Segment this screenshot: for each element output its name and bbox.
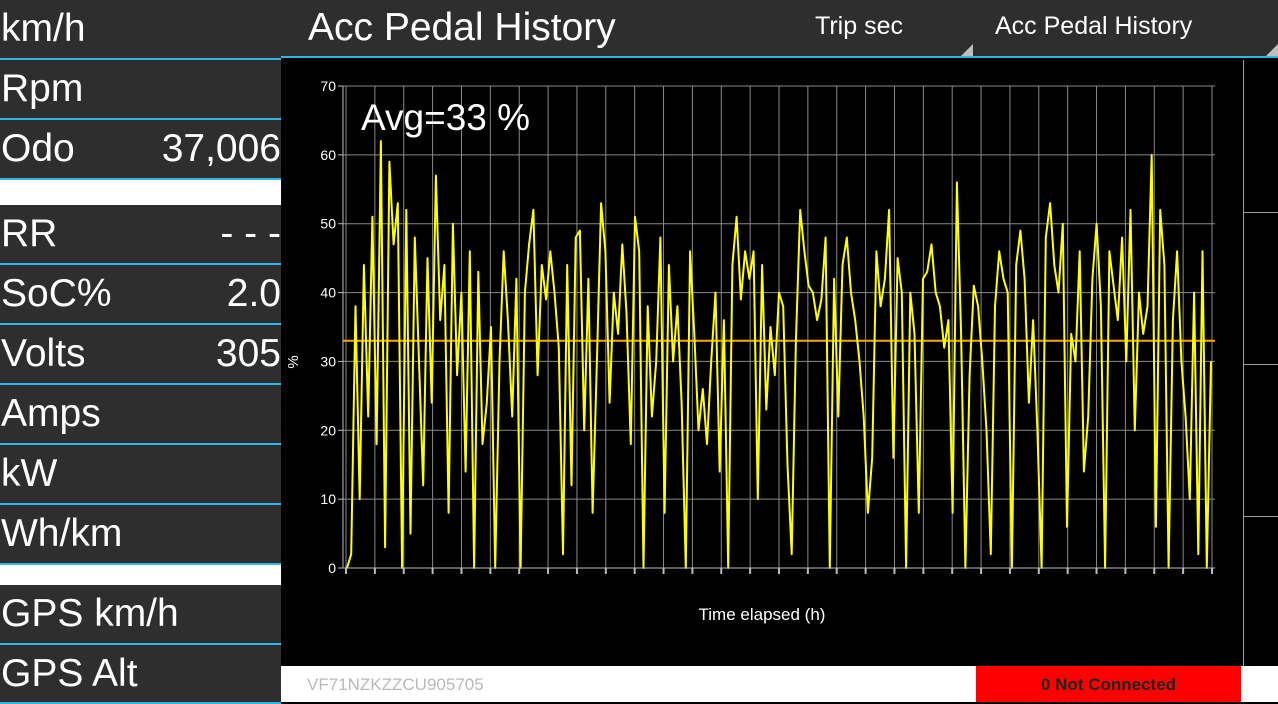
sidebar-item-label: km/h (1, 7, 86, 50)
y-tick-label: 60 (320, 147, 336, 163)
y-tick-label: 70 (320, 78, 336, 94)
chart: 0 10 20 30 40 50 60 70 Avg=33 % Time elapsed (h… (281, 60, 1243, 666)
dropdown-corner-icon (1266, 44, 1278, 56)
y-axis-label: % (285, 355, 302, 368)
page-title: Acc Pedal History (308, 6, 616, 49)
average-annotation: Avg=33 % (361, 97, 530, 138)
chart-svg: 0 10 20 30 40 50 60 70 Avg=33 % Time elapsed (h… (285, 78, 1215, 624)
sidebar-item-label: Wh/km (1, 512, 123, 555)
y-tick-label: 0 (328, 560, 336, 576)
sidebar: km/h Rpm Odo 37,006 RR - - - SoC% 2.0 Vo… (0, 0, 281, 704)
sidebar-item-label: kW (1, 452, 58, 495)
dropdown-corner-icon (961, 44, 973, 56)
sidebar-item-soc[interactable]: SoC% 2.0 (0, 265, 281, 325)
sidebar-item-label: Amps (1, 392, 101, 435)
spinner-label: Acc Pedal History (995, 12, 1193, 40)
sidebar-item-amps[interactable]: Amps (0, 385, 281, 445)
strip-divider (1243, 364, 1278, 365)
connection-status-badge[interactable]: 0 Not Connected (976, 666, 1241, 702)
sidebar-item-label: Odo (1, 127, 75, 170)
y-tick-label: 40 (320, 285, 336, 301)
sidebar-item-value: 2.0 (226, 272, 281, 315)
y-tick-label: 50 (320, 216, 336, 232)
y-tick-label: 20 (320, 422, 336, 438)
graph-spinner[interactable]: Acc Pedal History (981, 0, 1278, 58)
sidebar-item-kw[interactable]: kW (0, 445, 281, 505)
sidebar-item-odo[interactable]: Odo 37,006 (0, 120, 281, 180)
sidebar-item-rr[interactable]: RR - - - (0, 205, 281, 265)
vin-label: VF71NZKZZCU905705 (307, 675, 484, 694)
spinner-label: Trip sec (815, 12, 903, 40)
header: Acc Pedal History Trip sec Acc Pedal His… (281, 0, 1278, 58)
sidebar-item-label: SoC% (1, 272, 112, 315)
y-tick-label: 10 (320, 491, 336, 507)
sidebar-item-label: GPS km/h (1, 592, 179, 635)
sidebar-item-value: 37,006 (161, 127, 281, 170)
sidebar-item-whkm[interactable]: Wh/km (0, 505, 281, 565)
sidebar-item-gps-kmh[interactable]: GPS km/h (0, 585, 281, 645)
x-axis-spinner[interactable]: Trip sec (801, 0, 973, 58)
sidebar-item-gps-alt[interactable]: GPS Alt (0, 645, 281, 704)
sidebar-item-volts[interactable]: Volts 305 (0, 325, 281, 385)
y-tick-label: 30 (320, 353, 336, 369)
sidebar-item-label: GPS Alt (1, 652, 138, 695)
strip-divider (1243, 516, 1278, 517)
sidebar-item-value: 305 (215, 332, 281, 375)
right-button-strip (1243, 60, 1278, 666)
sidebar-item-value: - - - (220, 212, 281, 255)
x-axis-label: Time elapsed (h) (699, 605, 826, 624)
footer: VF71NZKZZCU905705 0 Not Connected (281, 666, 1278, 702)
sidebar-item-label: Volts (1, 332, 86, 375)
sidebar-item-label: Rpm (1, 67, 84, 110)
sidebar-item-kmh[interactable]: km/h (0, 0, 281, 60)
strip-divider (1243, 212, 1278, 213)
sidebar-item-rpm[interactable]: Rpm (0, 60, 281, 120)
connection-status-text: 0 Not Connected (1040, 675, 1177, 694)
acc-pedal-series-line (346, 140, 1212, 569)
sidebar-item-label: RR (1, 212, 58, 255)
strip-border (1243, 60, 1244, 666)
